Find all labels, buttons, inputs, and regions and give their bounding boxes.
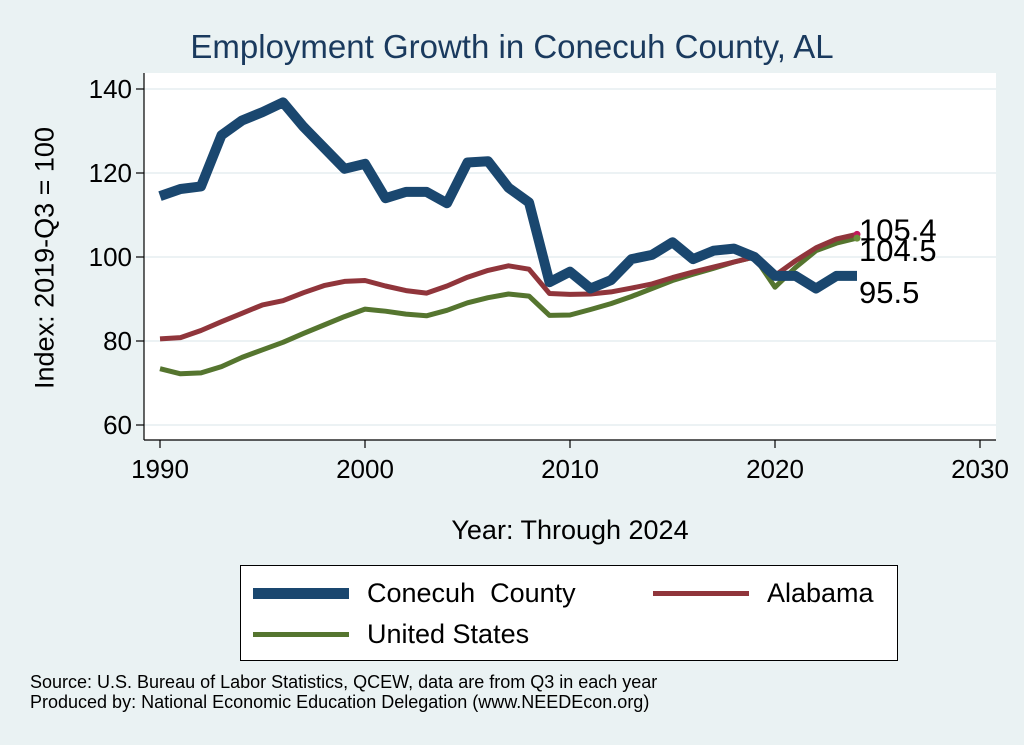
end-label-1: 105.4: [859, 212, 937, 247]
end-label-0: 95.5: [859, 275, 919, 310]
x-tick-label: 1990: [131, 454, 189, 484]
series-endpoint-2: [853, 234, 861, 242]
y-axis: 60 80 100 120 140: [89, 73, 145, 440]
y-axis-label: Index: 2019-Q3 = 100: [29, 127, 60, 389]
end-label-2: 104.5: [859, 233, 937, 268]
legend: Conecuh County Alabama United States: [240, 565, 898, 661]
x-axis: 1990 2000 2010 2020 2030: [131, 439, 1009, 484]
x-tick-label: 2030: [951, 454, 1009, 484]
legend-label-conecuh: Conecuh County: [367, 578, 576, 608]
series-lines: [158, 97, 861, 377]
source-line-1: Source: U.S. Bureau of Labor Statistics,…: [30, 672, 658, 692]
x-axis-label: Year: Through 2024: [451, 515, 689, 545]
legend-label-us: United States: [367, 619, 530, 649]
chart-title: Employment Growth in Conecuh County, AL: [190, 28, 834, 65]
legend-swatch-conecuh: [253, 588, 349, 599]
y-tick-label: 100: [89, 242, 132, 272]
series-line-0: [158, 97, 857, 294]
legend-label-alabama: Alabama: [767, 578, 874, 608]
legend-item-conecuh: Conecuh County: [253, 578, 576, 609]
y-tick-label: 140: [89, 74, 132, 104]
x-tick-label: 2000: [336, 454, 394, 484]
y-tick-label: 60: [103, 410, 132, 440]
y-tick-label: 80: [103, 326, 132, 356]
legend-swatch-us: [253, 632, 349, 637]
x-tick-label: 2020: [746, 454, 804, 484]
x-tick-label: 2010: [541, 454, 599, 484]
source-note: Source: U.S. Bureau of Labor Statistics,…: [30, 672, 657, 712]
legend-item-alabama: Alabama: [653, 578, 874, 609]
legend-swatch-alabama: [653, 591, 749, 596]
legend-item-us: United States: [253, 619, 529, 650]
series-line-1: [159, 231, 858, 342]
y-tick-label: 120: [89, 158, 132, 188]
source-line-2: Produced by: National Economic Education…: [30, 692, 650, 712]
